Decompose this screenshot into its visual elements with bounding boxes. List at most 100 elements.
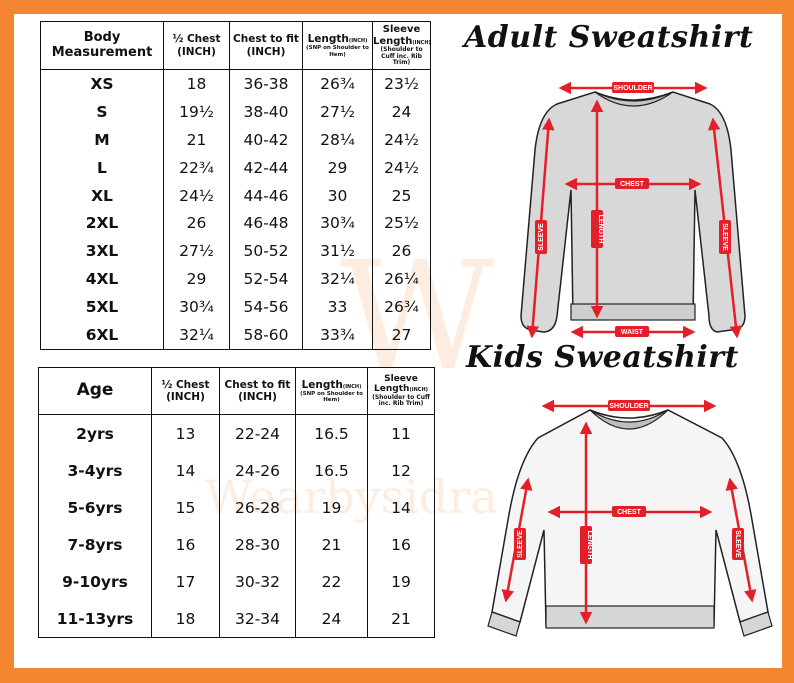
length-cell: 30¾ bbox=[302, 209, 373, 238]
half-chest-cell: 24½ bbox=[163, 181, 230, 210]
sleeve-cell: 19 bbox=[367, 563, 435, 600]
sleeve-cell: 24½ bbox=[372, 153, 431, 182]
header-half-chest-label: ½ Chest bbox=[161, 378, 210, 391]
kids-sweatshirt-title: Kids Sweatshirt bbox=[466, 340, 739, 375]
header-length-note: (SNP on Shoulder to Hem) bbox=[306, 45, 369, 58]
half-chest-cell: 18 bbox=[163, 69, 230, 98]
age-cell: 7-8yrs bbox=[38, 526, 152, 563]
sleeve-cell: 12 bbox=[367, 452, 435, 489]
chest-to-fit-cell: 32-34 bbox=[219, 600, 296, 638]
sleeve-cell: 25½ bbox=[372, 209, 431, 238]
half-chest-cell: 27½ bbox=[163, 237, 230, 266]
adult-right-sleeve-label: SLEEVE bbox=[721, 223, 728, 251]
table-row: 11-13yrs 18 32-34 24 21 bbox=[38, 600, 435, 638]
header-body-measurement: Body Measurement bbox=[40, 21, 164, 70]
header-length-unit: (INCH) bbox=[342, 383, 362, 390]
kids-shirt-waistband bbox=[545, 605, 715, 629]
header-length-unit: (INCH) bbox=[348, 38, 368, 45]
kids-right-sleeve-label: SLEEVE bbox=[734, 530, 741, 558]
chest-to-fit-cell: 50-52 bbox=[229, 237, 303, 266]
length-cell: 30 bbox=[302, 181, 373, 210]
adult-waist-label: WAIST bbox=[621, 329, 644, 336]
half-chest-cell: 17 bbox=[151, 563, 220, 600]
adult-table-body: XS 18 36-38 26¾ 23½ S 19½ 38-40 27½ 24 M 21 40-42 28¼… bbox=[40, 69, 431, 350]
sleeve-cell: 26¼ bbox=[372, 265, 431, 294]
kids-shoulder-label: SHOULDER bbox=[609, 403, 648, 410]
age-cell: 3-4yrs bbox=[38, 452, 152, 489]
header-sleeve-label: Sleeve Length bbox=[374, 374, 418, 395]
table-row: 5-6yrs 15 26-28 19 14 bbox=[38, 489, 435, 526]
header-length: Length(INCH) (SNP on Shoulder to Hem) bbox=[302, 21, 373, 70]
half-chest-cell: 32¼ bbox=[163, 321, 230, 350]
length-cell: 22 bbox=[295, 563, 368, 600]
adult-shirt-waistband bbox=[570, 303, 696, 321]
header-chest-to-fit: Chest to fit (INCH) bbox=[229, 21, 303, 70]
kids-sweatshirt-diagram: SHOULDER CHEST LENGTH SLEEVE SLEEVE bbox=[487, 399, 773, 637]
sleeve-cell: 24 bbox=[372, 97, 431, 126]
length-cell: 33¾ bbox=[302, 321, 373, 350]
adult-size-table: Body Measurement ½ Chest (INCH) Chest to… bbox=[40, 21, 431, 350]
kids-shirt-body bbox=[491, 409, 769, 627]
half-chest-cell: 18 bbox=[151, 600, 220, 638]
header-length-label: Length bbox=[301, 378, 343, 391]
size-cell: L bbox=[40, 153, 164, 182]
sleeve-cell: 26 bbox=[372, 237, 431, 266]
header-length: Length(INCH) (SNP on Shoulder to Hem) bbox=[295, 367, 368, 415]
half-chest-cell: 15 bbox=[151, 489, 220, 526]
header-half-chest-unit: (INCH) bbox=[166, 391, 205, 403]
sleeve-cell: 23½ bbox=[372, 69, 431, 98]
half-chest-cell: 16 bbox=[151, 526, 220, 563]
chest-to-fit-cell: 58-60 bbox=[229, 321, 303, 350]
kids-left-cuff bbox=[487, 611, 521, 637]
sleeve-cell: 21 bbox=[367, 600, 435, 638]
kids-left-sleeve-tag bbox=[514, 528, 526, 560]
table-row: 3-4yrs 14 24-26 16.5 12 bbox=[38, 452, 435, 489]
table-row: 4XL 29 52-54 32¼ 26¼ bbox=[40, 265, 431, 294]
table-row: 6XL 32¼ 58-60 33¾ 27 bbox=[40, 321, 431, 350]
header-half-chest-unit: (INCH) bbox=[177, 45, 216, 58]
length-cell: 29 bbox=[302, 153, 373, 182]
adult-waist-tag bbox=[615, 326, 649, 337]
kids-shoulder-tag bbox=[608, 400, 650, 411]
half-chest-cell: 19½ bbox=[163, 97, 230, 126]
header-sleeve: Sleeve Length(INCH) (Shoulder to Cuff in… bbox=[372, 21, 431, 70]
header-sleeve: Sleeve Length(INCH) (Shoulder to Cuff in… bbox=[367, 367, 435, 415]
header-chest-to-fit-unit: (INCH) bbox=[246, 45, 286, 58]
adult-sweatshirt-title: Adult Sweatshirt bbox=[464, 20, 754, 55]
chest-to-fit-cell: 30-32 bbox=[219, 563, 296, 600]
half-chest-cell: 13 bbox=[151, 414, 220, 452]
length-cell: 28¼ bbox=[302, 125, 373, 154]
kids-chest-tag bbox=[612, 506, 646, 517]
table-row: 2yrs 13 22-24 16.5 11 bbox=[38, 414, 435, 452]
header-chest-to-fit: Chest to fit (INCH) bbox=[219, 367, 296, 415]
header-chest-to-fit-label: Chest to fit bbox=[233, 33, 299, 46]
size-cell: 5XL bbox=[40, 293, 164, 322]
adult-left-sleeve-tag bbox=[535, 220, 547, 254]
adult-length-label: LENGTH bbox=[597, 215, 604, 244]
length-cell: 33 bbox=[302, 293, 373, 322]
header-chest-to-fit-unit: (INCH) bbox=[238, 391, 277, 403]
adult-length-tag bbox=[591, 210, 603, 248]
length-cell: 26¾ bbox=[302, 69, 373, 98]
length-cell: 31½ bbox=[302, 237, 373, 266]
length-cell: 16.5 bbox=[295, 452, 368, 489]
size-cell: 4XL bbox=[40, 265, 164, 294]
chest-to-fit-cell: 26-28 bbox=[219, 489, 296, 526]
table-row: 2XL 26 46-48 30¾ 25½ bbox=[40, 209, 431, 238]
sleeve-cell: 26¾ bbox=[372, 293, 431, 322]
size-cell: 6XL bbox=[40, 321, 164, 350]
half-chest-cell: 30¾ bbox=[163, 293, 230, 322]
kids-right-sleeve-tag bbox=[732, 528, 744, 560]
age-cell: 2yrs bbox=[38, 414, 152, 452]
kids-left-sleeve-label: SLEEVE bbox=[517, 530, 524, 558]
adult-table-header-row: Body Measurement ½ Chest (INCH) Chest to… bbox=[40, 21, 431, 70]
header-length-note: (SNP on Shoulder to Hem) bbox=[300, 390, 363, 404]
kids-size-table: Age ½ Chest (INCH) Chest to fit (INCH) L… bbox=[38, 367, 435, 638]
half-chest-cell: 29 bbox=[163, 265, 230, 294]
header-sleeve-label: Sleeve Length bbox=[373, 24, 421, 47]
header-half-chest: ½ Chest (INCH) bbox=[151, 367, 220, 415]
table-row: S 19½ 38-40 27½ 24 bbox=[40, 97, 431, 126]
chest-to-fit-cell: 22-24 bbox=[219, 414, 296, 452]
adult-chest-label: CHEST bbox=[620, 181, 644, 188]
header-chest-to-fit-label: Chest to fit bbox=[224, 378, 291, 391]
